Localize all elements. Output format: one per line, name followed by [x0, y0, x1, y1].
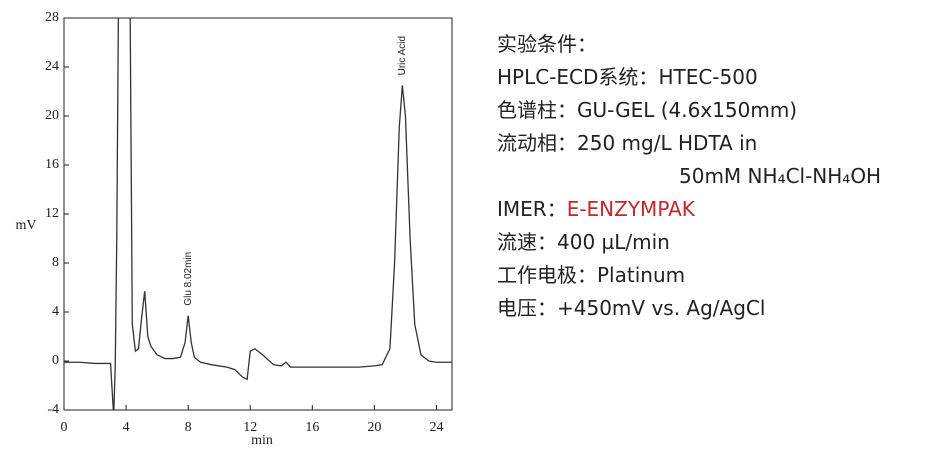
label: 电压： — [497, 296, 557, 320]
y-tick-label: 16 — [45, 157, 59, 172]
value: 400 µL/min — [557, 230, 670, 254]
condition-row: 流速：400 µL/min — [497, 226, 881, 259]
condition-row: 50mM NH₄Cl-NH₄OH — [497, 160, 881, 193]
peak-annotation: Glu 8.02min — [183, 252, 194, 306]
condition-row: 工作电极：Platinum — [497, 259, 881, 292]
x-tick-label: 16 — [305, 420, 319, 435]
value: Platinum — [597, 263, 686, 287]
heading: 实验条件： — [497, 32, 597, 56]
value: 50mM NH₄Cl-NH₄OH — [679, 164, 882, 188]
x-tick-label: 20 — [367, 420, 381, 435]
condition-row: 电压：+450mV vs. Ag/AgCl — [497, 292, 881, 325]
y-tick-label: 24 — [45, 59, 59, 74]
y-tick-label: 4 — [52, 304, 59, 319]
value: 250 mg/L HDTA in — [577, 131, 758, 155]
condition-row: 流动相：250 mg/L HDTA in — [497, 127, 881, 160]
value: E-ENZYMPAK — [566, 197, 695, 221]
y-axis-label: mV — [16, 218, 37, 233]
condition-row: IMER：E-ENZYMPAK — [497, 193, 881, 226]
value: GU-GEL (4.6x150mm) — [577, 98, 798, 122]
peak-annotation: Uric Acid — [397, 36, 408, 75]
condition-row: 色谱柱：GU-GEL (4.6x150mm) — [497, 94, 881, 127]
label: 流动相： — [497, 131, 577, 155]
x-tick-label: 4 — [123, 420, 130, 435]
x-tick-label: 24 — [429, 420, 443, 435]
conditions-panel: 实验条件： HPLC-ECD系统：HTEC-500 色谱柱：GU-GEL (4.… — [497, 28, 881, 325]
label: 工作电极： — [497, 263, 597, 287]
x-tick-label: 0 — [61, 420, 68, 435]
value: HTEC-500 — [658, 65, 758, 89]
x-tick-label: 8 — [185, 420, 192, 435]
y-tick-label: 20 — [45, 108, 59, 123]
label: HPLC-ECD系统： — [497, 65, 659, 89]
y-tick-label: 8 — [52, 255, 59, 270]
y-tick-label: 0 — [52, 353, 59, 368]
x-axis-label: min — [251, 433, 273, 448]
y-tick-label: 12 — [45, 206, 59, 221]
condition-row: HPLC-ECD系统：HTEC-500 — [497, 61, 881, 94]
label: 流速： — [497, 230, 557, 254]
y-tick-label: 28 — [45, 10, 59, 25]
x-tick-label: 12 — [243, 420, 257, 435]
value: +450mV vs. Ag/AgCl — [557, 296, 766, 320]
label: IMER： — [497, 197, 567, 221]
chromatogram-line — [64, 18, 452, 410]
y-tick-label: -4 — [47, 402, 59, 417]
label: 色谱柱： — [497, 98, 577, 122]
